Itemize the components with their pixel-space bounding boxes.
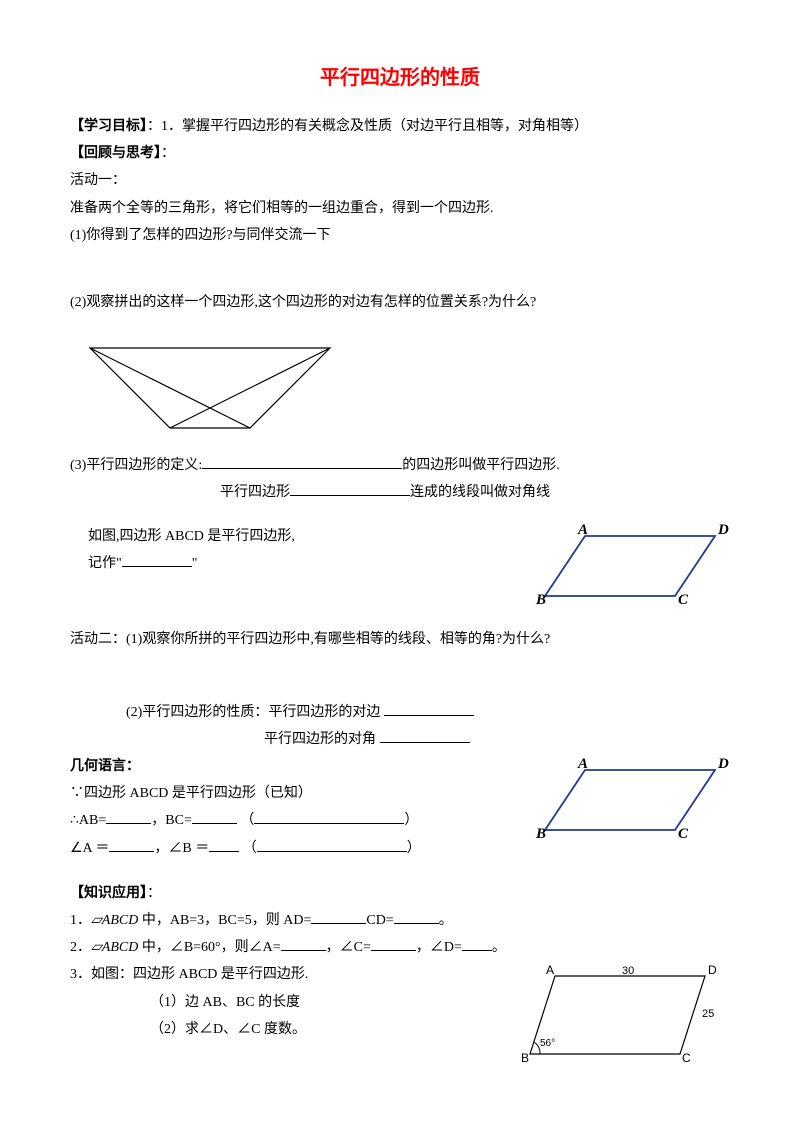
- activity2-q2b: 平行四边形的对角: [70, 727, 730, 752]
- svg-text:56°: 56°: [540, 1038, 555, 1049]
- apply-q1: 1．▱ABCD 中，AB=3，BC=5，则 AD=CD=。: [70, 908, 730, 933]
- activity1-q3-line2: 平行四边形连成的线段叫做对角线: [70, 480, 730, 505]
- apply-q3-1: （1）边 AB、BC 的长度: [70, 990, 510, 1015]
- figure-triangles: [70, 333, 730, 433]
- figure-3: A D B C 30 25 56°: [510, 962, 730, 1072]
- geolang-label: 几何语言：: [70, 754, 530, 779]
- activity1-label: 活动一：: [70, 168, 730, 193]
- blank: [384, 700, 474, 716]
- geolang-l1: ∵四边形 ABCD 是平行四边形（已知）: [70, 781, 530, 806]
- apply-label: 【知识应用】：: [70, 881, 730, 906]
- page-title: 平行四边形的性质: [70, 60, 730, 96]
- svg-text:A: A: [546, 963, 554, 977]
- apply-q3: 3．如图：四边形 ABCD 是平行四边形.: [70, 962, 510, 987]
- svg-text:B: B: [535, 826, 546, 842]
- svg-text:D: D: [717, 758, 729, 772]
- goal-line: 【学习目标】：1．掌握平行四边形的有关概念及性质（对边平行且相等，对角相等）: [70, 114, 730, 139]
- parallelogram-2: A D B C: [530, 758, 730, 843]
- blank: [380, 727, 470, 743]
- geolang-row: 几何语言： ∵四边形 ABCD 是平行四边形（已知） ∴AB=，BC= （） ∠…: [70, 754, 730, 863]
- svg-text:A: A: [577, 758, 588, 772]
- svg-text:25: 25: [702, 1008, 714, 1020]
- activity2-q2: (2)平行四边形的性质：平行四边形的对边: [70, 700, 730, 725]
- apply-q2: 2．▱ABCD 中，∠B=60°，则∠A=，∠C=，∠D=。: [70, 935, 730, 960]
- svg-text:C: C: [678, 826, 689, 842]
- asfig-row: 如图,四边形 ABCD 是平行四边形, 记作"" A D B C: [70, 524, 730, 609]
- apply-q3-row: 3．如图：四边形 ABCD 是平行四边形. （1）边 AB、BC 的长度 （2）…: [70, 962, 730, 1072]
- goal-text: ：1．掌握平行四边形的有关概念及性质（对边平行且相等，对角相等）: [147, 119, 588, 134]
- triangles-svg: [70, 333, 350, 433]
- goal-label: 【学习目标】: [70, 119, 147, 134]
- review-label: 【回顾与思考】: [70, 146, 161, 161]
- blank: [202, 453, 402, 469]
- apply-q3-2: （2）求∠D、∠C 度数。: [70, 1017, 510, 1042]
- svg-text:A: A: [577, 524, 588, 538]
- svg-text:D: D: [708, 963, 717, 977]
- svg-text:C: C: [678, 592, 689, 608]
- activity1-q3: (3)平行四边形的定义:的四边形叫做平行四边形.: [70, 453, 730, 478]
- svg-text:D: D: [717, 524, 729, 538]
- blank: [122, 551, 192, 567]
- geolang-l2: ∴AB=，BC= （）: [70, 808, 530, 833]
- svg-text:B: B: [521, 1051, 529, 1065]
- review-line: 【回顾与思考】：: [70, 141, 730, 166]
- asfig-a: 如图,四边形 ABCD 是平行四边形,: [88, 524, 530, 549]
- activity1-q2: (2)观察拼出的这样一个四边形,这个四边形的对边有怎样的位置关系?为什么?: [70, 290, 730, 315]
- activity2-q1: 活动二：(1)观察你所拼的平行四边形中,有哪些相等的线段、相等的角?为什么?: [70, 627, 730, 652]
- svg-text:C: C: [682, 1051, 691, 1065]
- activity1-q1: (1)你得到了怎样的四边形?与同伴交流一下: [70, 223, 730, 248]
- activity1-prep: 准备两个全等的三角形，将它们相等的一组边重合，得到一个四边形.: [70, 196, 730, 221]
- asfig-b: 记作"": [88, 551, 530, 576]
- parallelogram-1: A D B C: [530, 524, 730, 609]
- geolang-l3: ∠A ＝，∠B ＝ （）: [70, 836, 530, 861]
- blank: [290, 480, 410, 496]
- svg-text:B: B: [535, 592, 546, 608]
- svg-text:30: 30: [622, 965, 634, 977]
